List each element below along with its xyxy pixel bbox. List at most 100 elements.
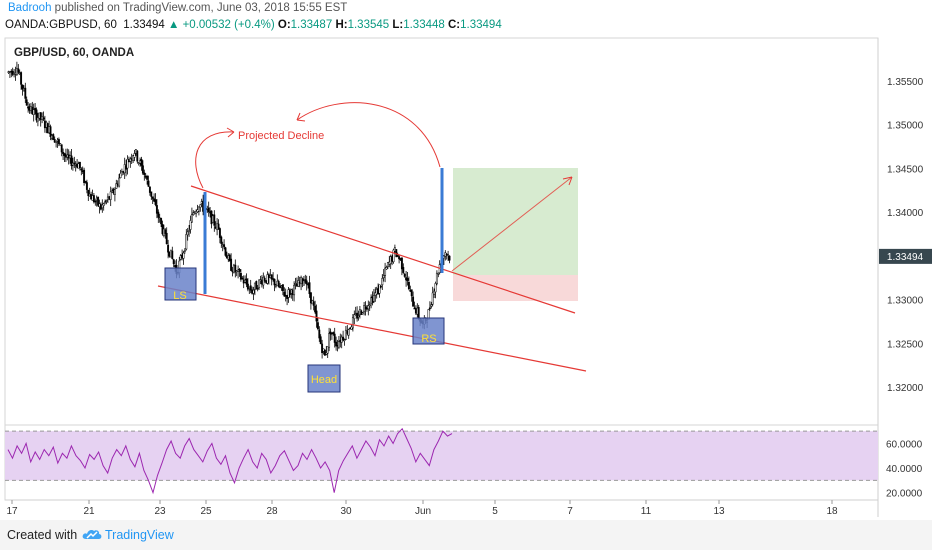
- upper-trendline[interactable]: [190, 185, 576, 314]
- candle-body: [357, 315, 360, 318]
- candle-body: [400, 257, 403, 270]
- price-tick-label: 1.32000: [887, 383, 924, 394]
- candle-body: [35, 109, 38, 121]
- candle-body: [315, 310, 318, 322]
- candle-body: [309, 292, 312, 304]
- candle-body: [249, 285, 252, 291]
- candle-body: [378, 284, 381, 294]
- candle-body: [343, 339, 346, 341]
- candle-body: [294, 283, 297, 285]
- left-shoulder-label: LS: [173, 290, 186, 302]
- candle-body: [140, 159, 143, 166]
- price-tick-label: 1.33000: [887, 296, 924, 307]
- candle-body: [434, 283, 437, 293]
- price-change: ▲ +0.00532 (+0.4%): [168, 19, 275, 31]
- time-tick-label: 17: [6, 506, 18, 517]
- time-tick-label: 11: [641, 506, 652, 517]
- candle-body: [230, 258, 233, 271]
- candle-body: [199, 204, 202, 208]
- candle-body: [297, 280, 300, 287]
- candle-body: [319, 336, 322, 344]
- candle-body: [25, 99, 28, 106]
- arrowhead-icon: [296, 112, 306, 122]
- candle-body: [167, 244, 170, 253]
- candle-body: [344, 329, 347, 340]
- candle-body: [332, 332, 335, 335]
- candle-body: [148, 186, 151, 193]
- left-shoulder-box[interactable]: [164, 267, 197, 301]
- candle-body: [24, 87, 27, 99]
- candle-body: [223, 244, 226, 248]
- time-tick-label: 7: [567, 506, 573, 517]
- published-text: published on TradingView.com, June 03, 2…: [51, 2, 348, 14]
- chart-canvas[interactable]: GBP/USD, 60, OANDA Projected Decline LS …: [0, 0, 932, 520]
- author-name[interactable]: Badrooh: [8, 2, 52, 14]
- current-price-box: [879, 248, 932, 264]
- candle-body: [53, 139, 56, 143]
- candle-body: [252, 289, 255, 294]
- candle-body: [308, 282, 311, 295]
- candle-body: [430, 304, 433, 307]
- time-tick-label: 25: [200, 506, 212, 517]
- rsi-tick-label: 60.0000: [886, 439, 923, 450]
- candle-body: [197, 206, 200, 212]
- candle-body: [49, 126, 52, 137]
- candle-body: [321, 343, 324, 354]
- candle-body: [234, 264, 237, 273]
- created-with-text: Created with: [7, 528, 78, 542]
- candle-body: [224, 247, 227, 256]
- price-tick-label: 1.35000: [887, 121, 924, 132]
- candle-body: [59, 143, 62, 146]
- candle-body: [146, 175, 149, 180]
- candle-body: [302, 280, 305, 286]
- head-box[interactable]: [307, 364, 341, 393]
- candle-body: [189, 220, 192, 230]
- candle-body: [105, 200, 108, 202]
- candle-body: [32, 109, 35, 115]
- head-label: Head: [311, 374, 337, 386]
- projected-decline-curve[interactable]: [195, 102, 441, 189]
- low-value: 1.33448: [403, 19, 445, 31]
- lower-trendline[interactable]: [157, 285, 587, 372]
- candle-body: [52, 134, 55, 140]
- price-tick-label: 1.34500: [887, 164, 924, 175]
- open-label: O:: [277, 19, 291, 31]
- candle-body: [305, 280, 308, 285]
- time-tick-label: 30: [340, 506, 352, 517]
- candle-body: [259, 279, 262, 281]
- candle-body: [412, 296, 415, 307]
- tradingview-logo-icon[interactable]: [82, 527, 102, 541]
- candle-body: [337, 341, 340, 348]
- price-axis[interactable]: 1.35500 1.35000 1.34500 1.34000 1.33000 1.325…: [887, 77, 924, 394]
- candle-body: [379, 285, 382, 288]
- target-projection-arrow[interactable]: [451, 176, 573, 272]
- candle-body: [398, 256, 401, 260]
- rsi-band: [5, 431, 878, 481]
- candle-body: [188, 230, 191, 232]
- tradingview-brand[interactable]: TradingView: [105, 528, 174, 542]
- candle-body: [160, 218, 163, 225]
- candle-body: [274, 285, 277, 287]
- candle-body: [283, 291, 286, 297]
- candle-body: [185, 234, 188, 250]
- candle-body: [368, 304, 371, 307]
- candle-body: [92, 195, 95, 203]
- candle-body: [228, 254, 231, 261]
- candle-body: [17, 68, 20, 73]
- candle-body: [326, 346, 329, 354]
- chart-header: Badrooh published on TradingView.com, Ju…: [0, 0, 932, 38]
- chart-title: GBP/USD, 60, OANDA: [14, 47, 134, 59]
- candle-body: [136, 150, 139, 162]
- candle-body: [63, 153, 66, 156]
- candle-body: [84, 181, 87, 183]
- time-tick-label: 5: [492, 506, 498, 517]
- candle-body: [157, 211, 160, 218]
- time-axis[interactable]: 17 21 23 25 28 30 Jun 5 7 11 13 18: [6, 500, 838, 517]
- candle-body: [402, 267, 405, 273]
- candle-body: [382, 275, 385, 279]
- candle-body: [120, 171, 123, 176]
- right-shoulder-box[interactable]: [412, 317, 445, 345]
- candle-body: [367, 305, 370, 310]
- candle-body: [266, 274, 269, 284]
- close-label: C:: [448, 19, 461, 31]
